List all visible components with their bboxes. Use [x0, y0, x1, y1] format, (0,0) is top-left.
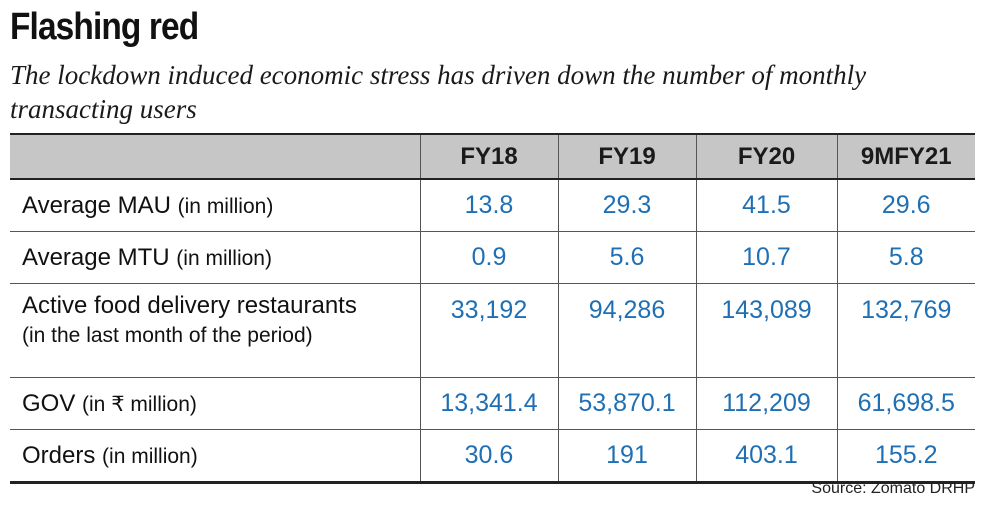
- row-unit: (in million): [176, 246, 272, 270]
- table-row-orders: Orders (in million) 30.6 191 403.1 155.2: [10, 429, 975, 484]
- row-unit: (in million): [102, 444, 198, 468]
- data-table: FY18 FY19 FY20 9MFY21 Average MAU (in mi…: [10, 133, 975, 484]
- column-header-fy19: FY19: [557, 133, 696, 180]
- table-header-row: FY18 FY19 FY20 9MFY21: [10, 133, 975, 180]
- row-label-cell: Average MAU (in million): [10, 179, 420, 232]
- table-cell: 191: [557, 429, 696, 484]
- table-cell: 13.8: [419, 179, 558, 232]
- table-cell: 94,286: [557, 283, 696, 378]
- table-cell: 5.6: [557, 231, 696, 284]
- table-cell: 143,089: [695, 283, 837, 378]
- row-label-cell: Average MTU (in million): [10, 231, 420, 284]
- table-cell: 10.7: [695, 231, 837, 284]
- table-row-average-mau: Average MAU (in million) 13.8 29.3 41.5 …: [10, 179, 975, 232]
- table-cell: 5.8: [836, 231, 975, 284]
- row-label: Active food delivery restaurants: [22, 292, 357, 319]
- table-cell: 29.3: [557, 179, 696, 232]
- table-cell: 61,698.5: [836, 377, 975, 430]
- table-row-active-restaurants: Active food delivery restaurants (in the…: [10, 283, 975, 378]
- page-title: Flashing red: [10, 6, 199, 48]
- row-label-cell: Orders (in million): [10, 429, 420, 484]
- table-row-average-mtu: Average MTU (in million) 0.9 5.6 10.7 5.…: [10, 231, 975, 284]
- row-label: GOV: [22, 389, 76, 417]
- table-cell: 53,870.1: [557, 377, 696, 430]
- source-note: Source: Zomato DRHP: [811, 480, 975, 497]
- table-row-gov: GOV (in ₹ million) 13,341.4 53,870.1 112…: [10, 377, 975, 430]
- row-label: Orders: [22, 441, 96, 469]
- row-unit: (in ₹ million): [82, 392, 197, 416]
- table-cell: 403.1: [695, 429, 837, 484]
- page-subtitle: The lockdown induced economic stress has…: [10, 60, 867, 124]
- row-label-cell: Active food delivery restaurants (in the…: [10, 283, 420, 378]
- column-header-9mfy21: 9MFY21: [836, 133, 975, 180]
- row-unit: (in million): [177, 194, 274, 218]
- row-sublabel: (in the last month of the period): [22, 324, 313, 347]
- row-label: Average MTU: [22, 243, 170, 271]
- table-cell: 29.6: [836, 179, 975, 232]
- table-cell: 41.5: [695, 179, 837, 232]
- table-cell: 30.6: [419, 429, 558, 484]
- table-cell: 0.9: [419, 231, 558, 284]
- data-table-container: FY18 FY19 FY20 9MFY21 Average MAU (in mi…: [10, 133, 975, 484]
- column-header-fy20: FY20: [695, 133, 837, 180]
- table-cell: 132,769: [836, 283, 975, 378]
- table-cell: 155.2: [836, 429, 975, 484]
- table-cell: 112,209: [695, 377, 837, 430]
- column-header-label: [10, 133, 420, 180]
- column-header-fy18: FY18: [419, 133, 558, 180]
- table-cell: 13,341.4: [419, 377, 558, 430]
- row-label-cell: GOV (in ₹ million): [10, 377, 420, 430]
- table-cell: 33,192: [419, 283, 558, 378]
- row-label: Average MAU: [22, 191, 171, 219]
